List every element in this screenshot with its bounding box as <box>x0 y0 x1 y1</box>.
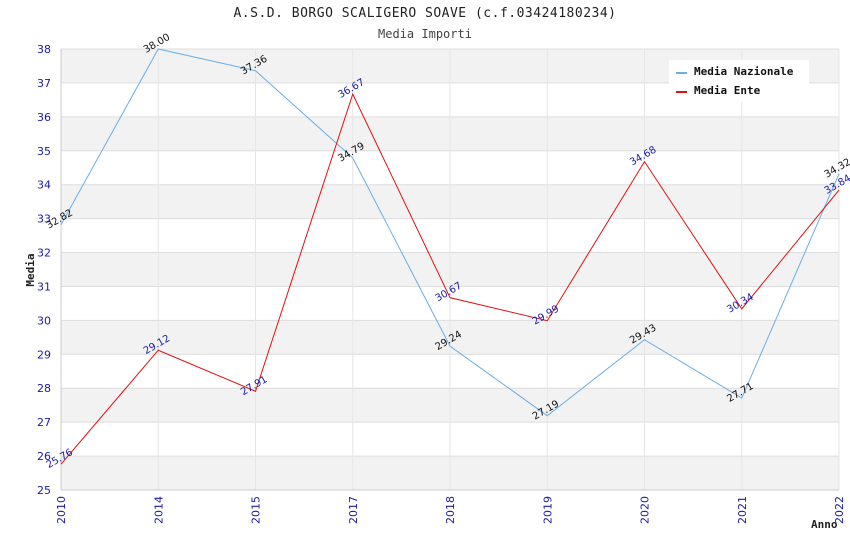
x-tick-label: 2015 <box>250 496 263 524</box>
y-tick-label: 31 <box>37 280 51 293</box>
y-tick-label: 25 <box>37 484 51 497</box>
y-tick-label: 29 <box>37 348 51 361</box>
legend-label: Media Ente <box>694 84 761 97</box>
x-tick-label: 2020 <box>639 496 652 524</box>
axes <box>60 49 839 491</box>
y-tick-label: 27 <box>37 416 51 429</box>
data-label: 30.34 <box>725 292 755 316</box>
y-tick-label: 33 <box>37 213 51 226</box>
y-tick-label: 37 <box>37 77 51 90</box>
y-axis-title: Media <box>24 253 37 286</box>
y-tick-label: 26 <box>37 450 51 463</box>
x-tick-label: 2017 <box>347 496 360 524</box>
y-axis-ticks: 25 26 27 28 29 30 31 32 33 34 35 36 37 38 <box>37 43 51 497</box>
legend-box <box>669 60 809 102</box>
legend: Media Nazionale Media Ente <box>669 60 809 102</box>
data-label: 32.82 <box>45 208 75 232</box>
chart-title: A.S.D. BORGO SCALIGERO SOAVE (c.f.034241… <box>233 6 617 21</box>
y-tick-label: 38 <box>37 43 51 56</box>
y-tick-label: 32 <box>37 247 51 260</box>
series-line-media-nazionale <box>60 48 840 417</box>
y-tick-label: 34 <box>37 179 51 192</box>
series-lines <box>60 48 840 465</box>
x-axis-title: Anno <box>811 518 838 531</box>
x-tick-label: 2019 <box>541 496 554 524</box>
y-tick-label: 28 <box>37 382 51 395</box>
x-tick-label: 2014 <box>152 496 165 524</box>
x-tick-label: 2021 <box>736 496 749 524</box>
legend-label: Media Nazionale <box>694 65 794 78</box>
x-axis-ticks: 2010 2014 2015 2017 2018 2019 2020 2021 2022 <box>55 496 846 524</box>
series-line-media-ente <box>60 92 840 465</box>
x-tick-label: 2018 <box>444 496 457 524</box>
y-tick-label: 30 <box>37 314 51 327</box>
x-tick-label: 2022 <box>833 496 846 524</box>
y-tick-label: 36 <box>37 111 51 124</box>
chart-subtitle: Media Importi <box>378 27 472 41</box>
x-tick-label: 2010 <box>55 496 68 524</box>
y-tick-label: 35 <box>37 145 51 158</box>
